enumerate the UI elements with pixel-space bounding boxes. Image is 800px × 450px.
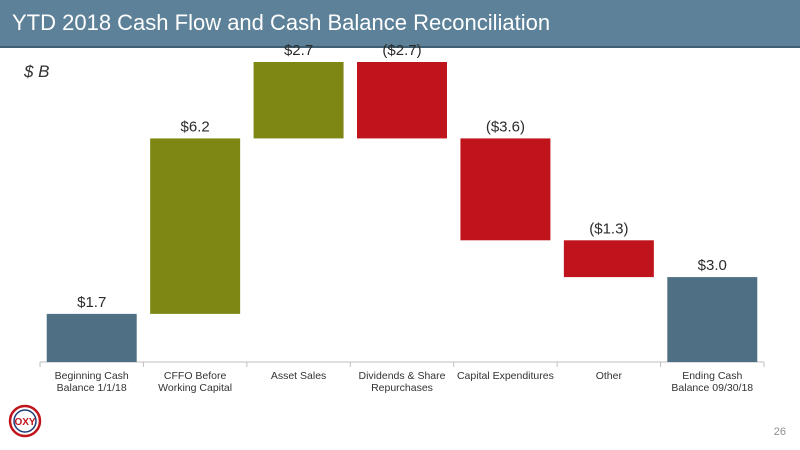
oxy-logo: OXY [8, 404, 42, 443]
data-label-0: $1.7 [77, 294, 106, 311]
page-number: 26 [773, 426, 786, 438]
bar-0 [46, 313, 137, 362]
category-label-0: Beginning Cash [55, 370, 129, 382]
category-label-0: Balance 1/1/18 [57, 382, 127, 394]
category-label-1: Working Capital [158, 382, 232, 394]
category-label-5: Other [596, 370, 623, 382]
category-label-3: Dividends & Share [359, 370, 446, 382]
bar-5 [563, 240, 654, 278]
bar-2 [253, 62, 344, 139]
data-label-6: $3.0 [698, 257, 727, 274]
title-bar: YTD 2018 Cash Flow and Cash Balance Reco… [0, 0, 800, 48]
oxy-logo-text: OXY [14, 417, 35, 428]
data-label-5: ($1.3) [589, 220, 628, 237]
category-label-6: Ending Cash [682, 370, 742, 382]
bar-4 [460, 138, 551, 241]
oxy-logo-icon: OXY [8, 404, 42, 438]
category-label-4: Capital Expenditures [457, 370, 554, 382]
category-label-1: CFFO Before [164, 370, 227, 382]
bar-1 [150, 138, 241, 314]
bar-6 [667, 277, 758, 362]
slide-title: YTD 2018 Cash Flow and Cash Balance Reco… [12, 10, 551, 35]
data-label-1: $6.2 [181, 118, 210, 135]
data-label-2: $2.7 [284, 42, 313, 59]
unit-label: $ B [24, 62, 50, 81]
category-label-6: Balance 09/30/18 [671, 382, 753, 394]
category-label-3: Repurchases [371, 382, 433, 394]
data-label-3: ($2.7) [382, 42, 421, 59]
data-label-4: ($3.6) [486, 118, 525, 135]
bar-3 [357, 62, 447, 139]
category-label-2: Asset Sales [271, 370, 326, 382]
